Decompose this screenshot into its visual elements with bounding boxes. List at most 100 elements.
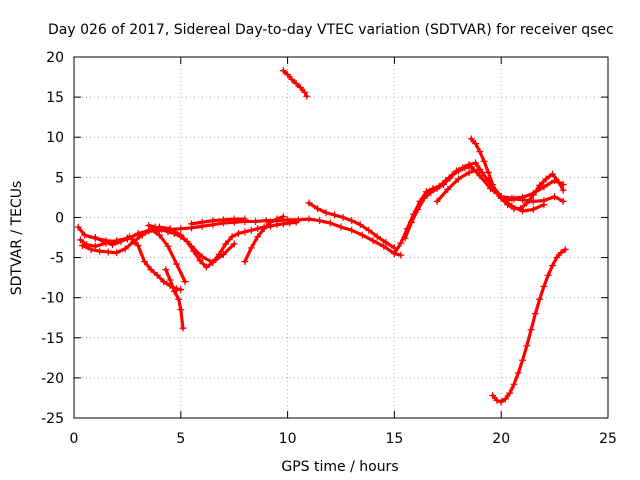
data-point xyxy=(559,186,567,194)
data-point xyxy=(548,170,556,178)
x-tick-label: 5 xyxy=(176,431,185,447)
data-point xyxy=(187,220,195,228)
data-point xyxy=(241,215,249,223)
data-point xyxy=(476,148,484,156)
data-point xyxy=(536,295,544,303)
data-point xyxy=(553,254,561,262)
data-point xyxy=(331,211,339,219)
data-point xyxy=(472,159,480,167)
data-point xyxy=(529,197,537,205)
y-tick-label: 5 xyxy=(55,170,64,186)
data-point xyxy=(179,324,187,332)
data-point xyxy=(145,221,153,229)
data-point xyxy=(540,183,548,191)
data-point xyxy=(117,238,125,246)
data-point xyxy=(531,310,539,318)
data-point xyxy=(121,245,129,253)
data-point xyxy=(209,217,217,225)
data-point xyxy=(514,369,522,377)
data-point xyxy=(365,226,373,234)
data-point xyxy=(465,169,473,177)
data-point xyxy=(164,228,172,236)
data-point xyxy=(557,249,565,257)
data-point xyxy=(303,92,311,100)
data-point xyxy=(452,167,460,175)
data-point xyxy=(433,197,441,205)
data-point xyxy=(390,250,398,258)
y-tick-label: 20 xyxy=(46,50,64,66)
series-trail xyxy=(78,225,236,264)
x-tick-label: 20 xyxy=(492,431,510,447)
data-point xyxy=(183,238,191,246)
data-point xyxy=(134,242,142,250)
x-tick-label: 15 xyxy=(385,431,403,447)
data-point xyxy=(202,263,210,271)
data-point xyxy=(414,205,422,213)
series-arc-9 xyxy=(279,67,311,100)
data-point xyxy=(476,165,484,173)
series-arc-4 xyxy=(91,233,185,294)
data-point xyxy=(175,295,183,303)
data-point xyxy=(433,185,441,193)
plot-frame xyxy=(73,56,609,419)
data-point xyxy=(104,248,112,256)
data-point xyxy=(96,247,104,255)
grid-lines xyxy=(74,57,608,418)
data-point xyxy=(348,226,356,234)
y-tick-label: -15 xyxy=(41,331,64,347)
data-point xyxy=(369,237,377,245)
data-point xyxy=(484,169,492,177)
y-tick-label: -20 xyxy=(41,371,64,387)
data-point xyxy=(497,398,505,406)
y-tick-label: 15 xyxy=(46,90,64,106)
data-point xyxy=(91,234,99,241)
data-point xyxy=(529,191,537,199)
y-tick-label: -5 xyxy=(50,251,64,267)
data-point xyxy=(422,188,430,196)
data-point xyxy=(138,231,146,239)
data-point xyxy=(177,233,185,241)
data-point xyxy=(173,260,181,268)
data-point xyxy=(397,251,405,259)
data-point xyxy=(555,178,563,186)
data-point xyxy=(527,326,535,334)
data-point xyxy=(337,223,345,231)
data-point xyxy=(76,236,84,244)
chart-title: Day 026 of 2017, Sidereal Day-to-day VTE… xyxy=(48,22,614,38)
data-point xyxy=(262,217,270,225)
data-point xyxy=(339,213,347,221)
x-tick-label: 10 xyxy=(279,431,297,447)
data-point xyxy=(551,193,559,201)
y-tick-label: 10 xyxy=(46,130,64,146)
data-point xyxy=(198,253,206,261)
data-point xyxy=(519,207,527,215)
data-point xyxy=(493,396,501,404)
data-point xyxy=(162,266,170,274)
series-arc-14 xyxy=(433,165,548,215)
data-point xyxy=(348,217,356,225)
data-point xyxy=(529,205,537,213)
data-point xyxy=(160,278,168,286)
data-point xyxy=(241,258,249,266)
data-point xyxy=(489,392,497,400)
data-point xyxy=(177,286,185,294)
data-point xyxy=(279,67,287,75)
data-point xyxy=(467,135,475,143)
data-point xyxy=(510,380,518,388)
data-point xyxy=(540,201,548,209)
data-point xyxy=(506,389,514,397)
data-point xyxy=(407,218,415,226)
x-axis-ticks: 0 5 10 15 20 25 xyxy=(70,57,617,447)
data-point xyxy=(523,342,531,350)
data-point xyxy=(559,197,567,205)
data-point xyxy=(147,266,155,274)
series-arc-8 xyxy=(241,213,287,266)
data-point xyxy=(501,395,509,403)
x-tick-label: 25 xyxy=(599,431,617,447)
data-point xyxy=(113,249,121,257)
data-point xyxy=(153,271,161,279)
data-point xyxy=(358,231,366,239)
data-point xyxy=(252,217,260,225)
data-point xyxy=(79,242,87,250)
data-point xyxy=(301,88,309,96)
